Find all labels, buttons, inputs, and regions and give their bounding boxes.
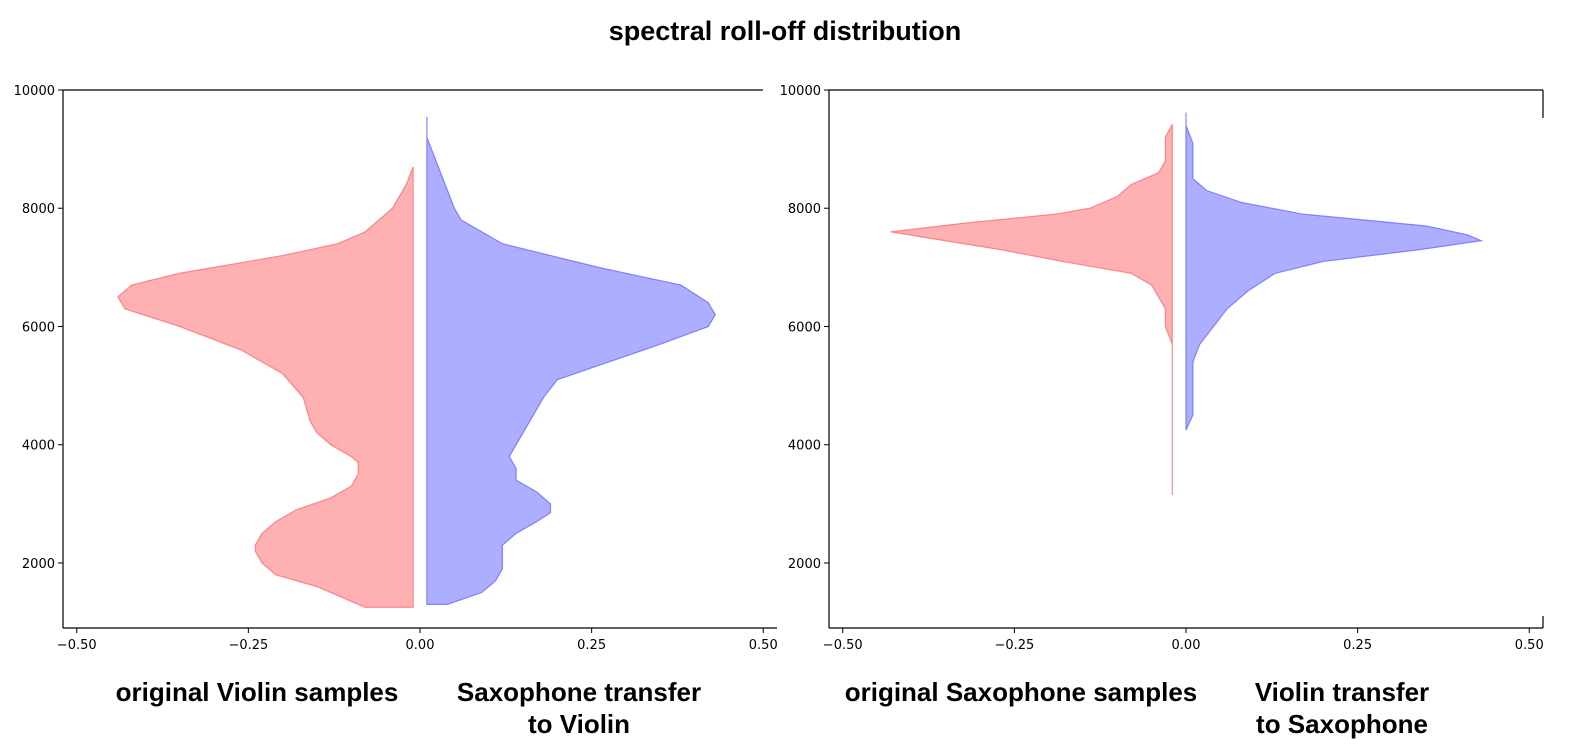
violin-half-right bbox=[1185, 112, 1484, 431]
violin-half-left bbox=[117, 166, 414, 608]
x-tick-label: 0.25 bbox=[577, 638, 606, 653]
x-tick-label: −0.50 bbox=[823, 638, 863, 653]
x-tick-label: −0.25 bbox=[994, 638, 1034, 653]
x-tick-label: −0.50 bbox=[57, 638, 97, 653]
x-tick-label: 0.00 bbox=[406, 638, 435, 653]
y-tick-label: 2000 bbox=[788, 557, 821, 572]
x-tick-label: −0.25 bbox=[228, 638, 268, 653]
x-tick-label: 0.25 bbox=[1343, 638, 1372, 653]
category-label-left: original Violin samples bbox=[115, 677, 399, 707]
x-tick-label: 0.00 bbox=[1172, 638, 1201, 653]
chart-title: spectral roll-off distribution bbox=[608, 16, 962, 46]
y-tick-label: 10000 bbox=[14, 84, 55, 99]
category-label-right: Saxophone transfer to Violin bbox=[456, 677, 702, 739]
x-tick-label: 0.50 bbox=[749, 638, 778, 653]
violin-half-right bbox=[426, 116, 716, 605]
y-tick-label: 6000 bbox=[22, 320, 55, 335]
violin-panel-left: 2000 4000 6000 8000 10000 −0.50 −0.25 0.00 0.25 0… bbox=[14, 84, 778, 653]
y-tick-label: 8000 bbox=[788, 202, 821, 217]
y-tick-label: 10000 bbox=[780, 84, 821, 99]
violin-panel-right: 2000 4000 6000 8000 10000 −0.50 −0.25 0.00 0.25 0… bbox=[780, 84, 1544, 653]
category-label-left: original Saxophone samples bbox=[844, 677, 1198, 707]
y-tick-label: 6000 bbox=[788, 320, 821, 335]
violin-half-left bbox=[890, 124, 1173, 495]
y-tick-label: 4000 bbox=[788, 439, 821, 454]
y-tick-label: 4000 bbox=[22, 439, 55, 454]
y-tick-label: 2000 bbox=[22, 557, 55, 572]
category-label-right: Violin transfer to Saxophone bbox=[1254, 677, 1430, 739]
y-tick-label: 8000 bbox=[22, 202, 55, 217]
x-tick-label: 0.50 bbox=[1515, 638, 1544, 653]
